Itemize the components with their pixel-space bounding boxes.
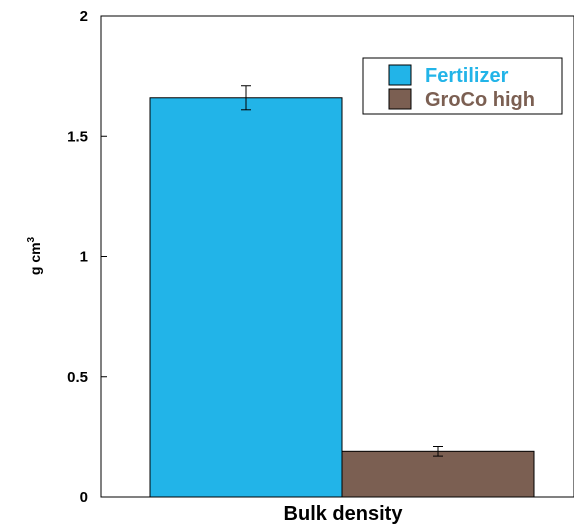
y-tick-label: 0.5 <box>67 369 88 386</box>
y-axis-ticks: 0 0.5 1 1.5 2 <box>67 8 107 506</box>
y-tick-label: 1 <box>80 249 88 266</box>
error-bar-fertilizer <box>241 85 251 111</box>
legend-label-fertilizer: Fertilizer <box>425 65 509 87</box>
bar-groco-high <box>341 450 535 498</box>
error-bar-groco-high <box>433 445 443 457</box>
error-bars <box>241 85 443 457</box>
x-axis-title: Bulk density <box>284 503 404 525</box>
legend: Fertilizer GroCo high <box>362 57 563 115</box>
y-tick-label: 2 <box>80 8 88 25</box>
y-axis-title-main: g cm <box>27 242 43 275</box>
legend-swatch-groco-high <box>388 88 412 110</box>
legend-swatch-fertilizer <box>388 64 412 86</box>
legend-label-groco-high: GroCo high <box>425 89 535 111</box>
y-tick-label: 0 <box>80 489 88 506</box>
svg-text:g cm3: g cm3 <box>26 236 43 275</box>
bars <box>149 97 535 498</box>
bar-fertilizer <box>149 97 343 498</box>
y-tick-label: 1.5 <box>67 128 88 145</box>
y-axis-title: g cm3 <box>26 236 43 275</box>
y-axis-title-superscript: 3 <box>26 236 37 242</box>
